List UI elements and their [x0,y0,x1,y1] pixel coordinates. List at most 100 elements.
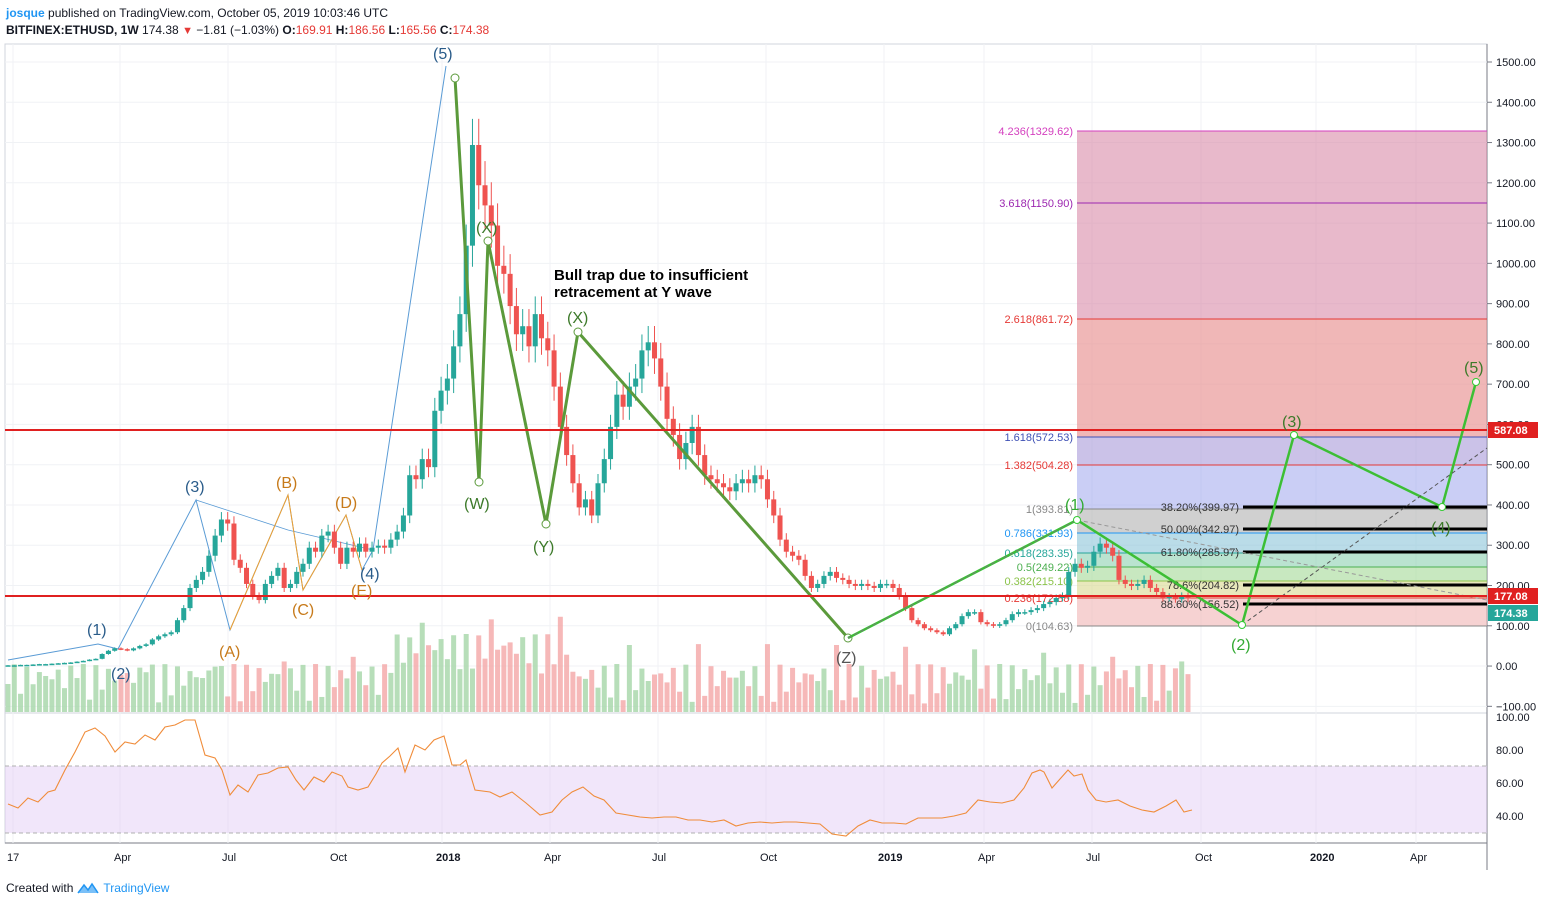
candle-body [721,483,727,488]
candle-body [714,479,720,484]
volume-bar [639,668,645,712]
candle-body [1016,612,1022,615]
fib-ext-label: 1.618(572.53) [1005,432,1074,444]
node-w [474,477,484,487]
volume-bar [49,679,55,712]
tradingview-brand[interactable]: TradingView [103,881,170,895]
candle-body [49,663,55,666]
volume-bar [626,645,632,712]
volume-bar [413,653,419,712]
annotation-line-1: Bull trap due to insufficient [554,267,748,284]
volume-bar [683,664,689,712]
time-tick-label: 2019 [878,852,902,864]
volume-bar [262,681,268,712]
volume-bar [162,664,168,712]
candle-body [281,567,287,588]
volume-bar [1016,689,1022,712]
fib-ret-label: 38.20%(399.97) [1161,502,1239,514]
author-link[interactable]: josque [6,6,45,20]
price-tick-label: 400.00 [1496,500,1530,512]
volume-bar [633,690,639,712]
node-x1 [483,236,493,246]
candle-body [382,545,388,548]
candle-body [444,378,450,391]
candle-body [356,543,362,552]
candle-body [746,479,752,484]
candle-body [30,664,36,666]
fib-zone-786 [1077,533,1487,553]
time-tick-label: 17 [7,852,19,864]
candle-body [225,519,231,524]
volume-bar [896,684,902,712]
volume-bar [495,649,501,712]
volume-bar [482,658,488,712]
candle-body [61,662,67,665]
fib-ext-label: 0.5(249.22) [1017,562,1073,574]
volume-bar [80,664,86,712]
volume-bar [501,645,507,712]
candle-body [1091,551,1097,566]
candle-body [1028,610,1034,613]
volume-bar [1072,702,1078,712]
fib-ext-label: 0(104.63) [1026,621,1073,633]
volume-bar [1097,685,1103,712]
volume-bar [990,698,996,712]
time-axis[interactable]: 17 Apr Jul Oct 2018 Apr Jul Oct 2019 Apr Jul Oct 202… [7,852,1427,864]
volume-bar [281,661,287,712]
candle-body [984,622,990,625]
fib-retracement-tool[interactable]: 38.20%(399.97) 50.00%(342.97) 61.80%(285.9… [1161,502,1487,611]
volume-bar [105,668,111,712]
candle-body [80,660,86,663]
low-label: L: [388,23,400,37]
fib-extension-tool[interactable]: 4.236(1329.62) 3.618(1150.90) 2.618(861.72… [998,126,1487,633]
candle-body [231,523,237,560]
candle-body [953,624,959,629]
candle-body [306,547,312,564]
candle-body [601,459,607,484]
volume-bar [664,682,670,712]
candle-body [394,531,400,540]
candle-body [256,596,262,601]
price-tick-label: 1500.00 [1496,57,1536,69]
volume-bar [30,684,36,712]
symbol-label[interactable]: BITFINEX:ETHUSD, 1W [6,23,139,37]
candle-body [250,583,256,597]
candle-body [1047,602,1053,605]
candle-body [852,583,858,586]
volume-bar [532,634,538,712]
rsi-axis[interactable]: 100.00 80.00 60.00 40.00 [1496,712,1530,823]
candle-body [815,583,821,588]
candle-body [344,547,350,564]
rsi-tick-label: 40.00 [1496,811,1524,823]
candle-body [551,350,557,387]
volume-bar [520,637,526,712]
price-badges: 587.08 177.08 174.38 [1488,422,1538,621]
candle-body [156,636,162,640]
candle-body [846,579,852,584]
fib-ext-label: 1(393.81) [1026,504,1073,516]
volume-bar [802,673,808,712]
node-5 [450,73,460,83]
volume-bar [36,672,42,712]
fib-ext-label: 0.382(215.10) [1005,576,1074,588]
candle-body [187,587,193,609]
candle-body [1072,563,1078,572]
label-b: (B) [276,475,297,492]
pnode-2 [1238,621,1246,629]
rsi-tick-label: 100.00 [1496,712,1530,724]
volume-bar [645,681,651,712]
volume-bar [677,691,683,712]
volume-bar [890,671,896,712]
candle-body [840,577,846,580]
volume-bar [557,616,563,712]
price-candles [5,118,1191,667]
price-change: −1.81 (−1.03%) [196,23,280,37]
candle-body [658,358,664,387]
candle-body [131,648,137,651]
candle-body [313,547,319,552]
candle-body [1009,614,1015,621]
candle-body [181,608,187,621]
rsi-line [7,719,1193,837]
volume-bar [313,664,319,712]
